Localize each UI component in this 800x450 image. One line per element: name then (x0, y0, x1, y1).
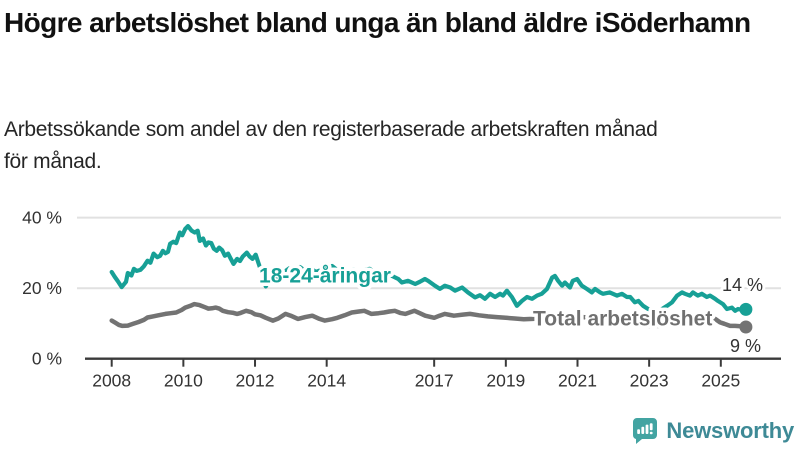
series-end-dots (739, 302, 753, 334)
end-dot-total (739, 320, 753, 334)
newsworthy-icon (633, 418, 658, 444)
gridlines: 40 % 20 % 0 % (22, 208, 781, 369)
x-axis-label-2023: 2023 (630, 371, 669, 391)
exclamation-dot (650, 431, 654, 435)
x-axis-label-2012: 2012 (236, 371, 275, 391)
end-value-label-total: 9 % (730, 336, 761, 356)
brand-wordmark: Newsworthy (666, 418, 794, 443)
page-subtitle: Arbetssökande som andel av den registerb… (4, 114, 794, 178)
title-line-2: Söderhamn (601, 7, 751, 38)
series-line-total (109, 301, 749, 330)
x-axis-label-2025: 2025 (701, 371, 740, 391)
end-dot-youth (739, 302, 753, 316)
y-axis-label-0: 0 % (32, 349, 62, 369)
series-label-youth: 18-24-åringar (259, 265, 391, 288)
x-axis: 2008 2010 2012 2014 2017 2019 2021 2023 2025 (85, 357, 781, 391)
y-axis-label-40: 40 % (22, 208, 62, 228)
subtitle-line-1: Arbetssökande som andel av den registerb… (4, 118, 658, 141)
exclamation-bar (650, 423, 654, 431)
end-value-label-youth: 14 % (722, 275, 763, 295)
y-axis-label-20: 20 % (22, 278, 62, 298)
x-axis-label-2019: 2019 (486, 371, 525, 391)
series-label-total: Total arbetslöshet (533, 308, 712, 331)
speech-bubble-shape (633, 418, 658, 444)
x-axis-label-2014: 2014 (307, 371, 346, 391)
subtitle-line-2: för månad. (4, 149, 102, 173)
title-line-1: Högre arbetslöshet bland unga än bland ä… (4, 7, 602, 38)
newsworthy-logo-link[interactable]: Newsworthy (631, 417, 794, 445)
page-title: Högre arbetslöshet bland unga än bland ä… (4, 4, 784, 42)
bar-chart-glyph (637, 423, 654, 435)
series-lines (109, 224, 749, 330)
x-axis-label-2021: 2021 (558, 371, 597, 391)
x-axis-label-2017: 2017 (415, 371, 454, 391)
x-axis-label-2008: 2008 (92, 371, 131, 391)
x-axis-label-2010: 2010 (164, 371, 203, 391)
series-line-youth (109, 224, 749, 315)
